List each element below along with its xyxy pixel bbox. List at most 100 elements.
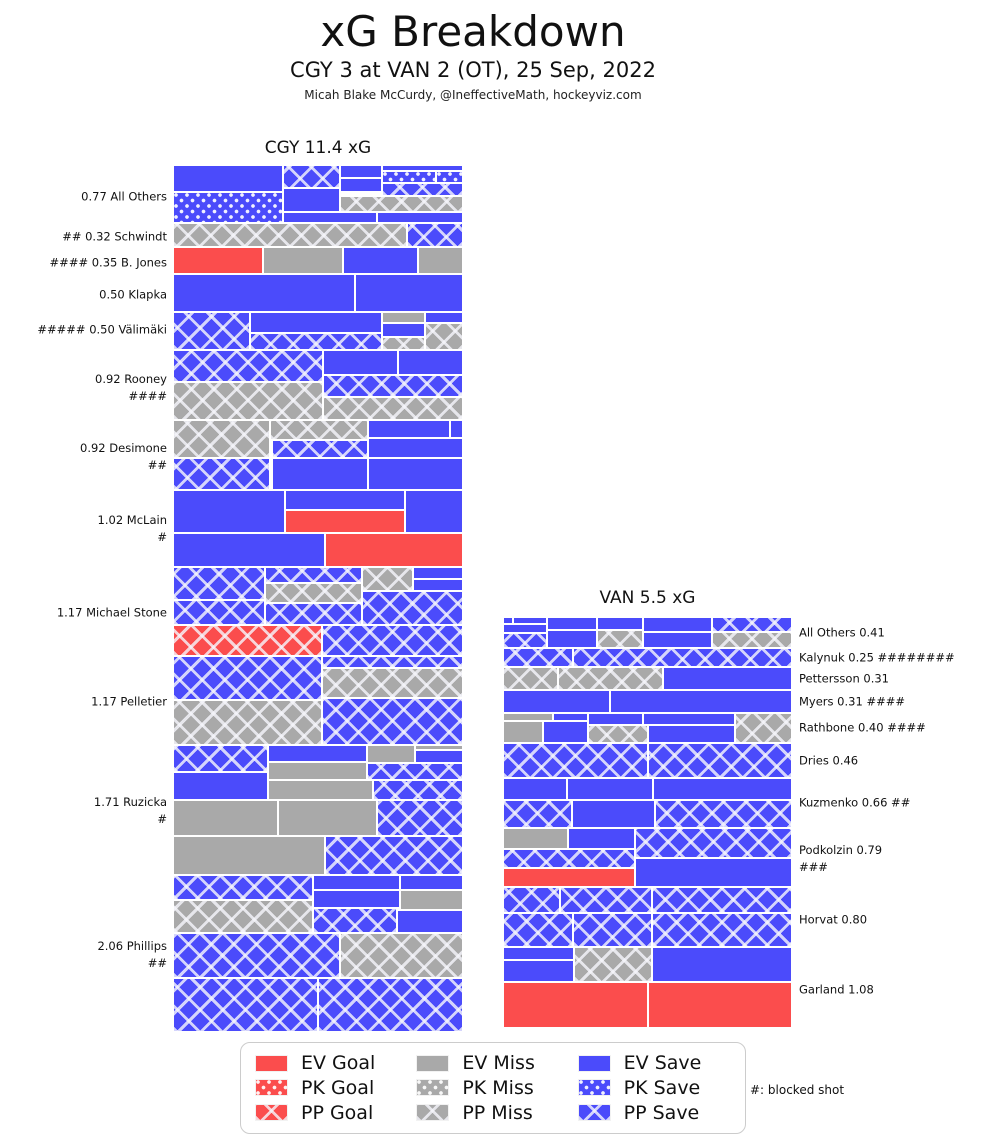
player-label-mclain: 1.02 McLain # [98,512,167,547]
legend-swatch-pk-goal-icon [255,1079,288,1097]
shot-rect-pp-save [655,800,792,828]
shot-rect-ev-save [643,713,735,725]
shot-rect-ev-save [610,690,792,713]
shot-rect-pp-miss [558,667,663,690]
shot-rect-ev-save [568,828,635,849]
shot-rect-ev-save [397,910,463,933]
shot-rect-pp-miss [265,583,362,603]
legend-item-pp-miss: PP Miss [416,1100,569,1125]
player-label-v-lim-ki: ##### 0.50 Välimäki [37,321,167,338]
player-label-kalynuk: Kalynuk 0.25 ######## [799,649,955,666]
shot-rect-ev-save [597,617,643,630]
player-label-line: Horvat 0.80 [799,912,868,927]
shot-rect-pp-save [173,458,270,490]
shot-rect-pp-save [173,875,313,900]
player-label-pelletier: 1.17 Pelletier [91,693,167,710]
shot-rect-pp-save [367,763,463,780]
shot-rect-pp-save [382,183,463,196]
shot-rect-ev-miss [400,890,463,910]
shot-rect-pp-save [173,567,265,600]
shot-rect-ev-save [643,617,712,632]
shot-rect-pp-miss [173,420,270,458]
player-label-horvat: Horvat 0.80 [799,911,867,928]
player-label-line: 2.06 Phillips [97,938,167,953]
legend-item-pp-save: PP Save [577,1100,731,1125]
shot-rect-ev-save [663,667,792,690]
shot-rect-pp-save [173,312,250,350]
shot-rect-ev-save [635,858,792,887]
shot-rect-ev-save [643,632,712,648]
shot-rect-pp-save [503,743,648,778]
shot-rect-pp-miss [735,713,792,743]
player-label-rooney: 0.92 Rooney #### [95,371,167,406]
player-label-schwindt: ## 0.32 Schwindt [62,228,167,245]
game-subtitle: CGY 3 at VAN 2 (OT), 25 Sep, 2022 [290,58,656,83]
shot-rect-pp-save [573,648,792,667]
player-label-podkolzin: Podkolzin 0.79 ### [799,842,882,877]
shot-rect-pp-save [377,800,463,836]
shot-rect-ev-save [413,579,463,591]
shot-rect-pk-save [436,171,463,183]
shot-rect-ev-save [323,350,398,375]
legend-label: PP Save [623,1101,700,1124]
shot-rect-ev-save [553,713,588,721]
player-label-line: # [157,812,167,826]
header: xG Breakdown CGY 3 at VAN 2 (OT), 25 Sep… [0,0,946,102]
shot-rect-ev-miss [268,762,367,780]
shot-rect-pp-save [503,887,560,913]
legend-label: PK Save [623,1076,701,1099]
shot-rect-pp-save [652,887,792,913]
shot-rect-pp-save [283,165,340,188]
shot-rect-ev-save [355,274,463,312]
shot-rect-pp-save [503,648,573,667]
player-label-line: Myers 0.31 #### [799,694,905,709]
shot-rect-pp-miss [322,668,463,698]
credit-line: Micah Blake McCurdy, @IneffectiveMath, h… [304,88,642,103]
shot-rect-ev-save [340,165,382,178]
shot-rect-ev-save [377,212,463,223]
legend-swatch-pp-save-icon [577,1104,611,1122]
legend-label: PK Goal [301,1076,375,1099]
shot-rect-ev-save [400,875,463,890]
shot-rect-pp-miss [382,337,425,350]
blocked-shot-note: #: blocked shot [750,1083,845,1097]
shot-rect-ev-save [173,165,283,192]
player-label-line: ## [147,956,167,970]
shot-rect-pp-save [712,617,792,632]
shot-rect-ev-save [368,420,450,438]
shot-rect-pp-save [652,913,792,947]
legend-swatch-pk-save-icon [577,1079,611,1097]
player-label-line: #### 0.35 B. Jones [49,255,167,270]
player-label-line: 0.92 Rooney [95,371,167,386]
shot-rect-pp-save [503,849,635,868]
player-label-klapka: 0.50 Klapka [99,286,167,303]
legend-grid: EV Goal PK Goal PP Goal EV Miss PK Miss PP Mi… [255,1051,731,1125]
shot-rect-ev-miss [415,745,463,750]
shot-rect-ev-save [382,323,425,337]
player-label-line: Dries 0.46 [799,753,859,768]
shot-rect-pp-save [265,603,362,625]
shot-rect-pp-miss [323,397,463,420]
shot-rect-ev-save [547,630,597,648]
player-label-desimone: 0.92 Desimone ## [80,440,167,475]
shot-rect-ev-save [503,624,547,633]
shot-rect-ev-save [343,247,418,274]
player-label-line: All Others 0.41 [799,625,885,640]
shot-rect-ev-miss [503,828,568,849]
player-label-b-jones: #### 0.35 B. Jones [50,254,167,271]
shot-rect-pp-save [407,223,463,247]
player-label-line: ##### 0.50 Välimäki [37,322,167,337]
shot-rect-ev-miss [278,800,377,836]
shot-rect-pp-save [265,567,362,583]
shot-rect-ev-miss [367,745,415,763]
shot-rect-pp-save [635,828,792,858]
player-label-garland: Garland 1.08 [799,981,874,998]
legend-swatch-ev-miss-icon [416,1054,450,1072]
player-label-ruzicka: 1.71 Ruzicka # [94,794,167,829]
player-label-all-others: 0.77 All Others [81,188,167,205]
shot-rect-pp-save [313,908,397,933]
shot-rect-ev-save [405,490,463,533]
shot-rect-ev-save [313,875,400,890]
player-label-line: Kalynuk 0.25 ######## [799,650,955,665]
